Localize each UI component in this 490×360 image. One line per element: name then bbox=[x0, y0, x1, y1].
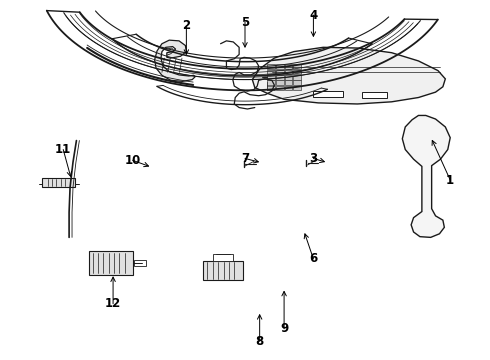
Polygon shape bbox=[155, 40, 195, 81]
Bar bbox=[294, 86, 301, 90]
Bar bbox=[134, 260, 146, 266]
Bar bbox=[276, 80, 284, 85]
Text: 7: 7 bbox=[241, 152, 249, 165]
Text: 11: 11 bbox=[55, 143, 72, 156]
Text: 3: 3 bbox=[309, 152, 318, 165]
Bar bbox=[213, 254, 233, 261]
Bar bbox=[285, 80, 293, 85]
Text: 9: 9 bbox=[280, 322, 288, 335]
Text: 1: 1 bbox=[446, 174, 454, 186]
Bar bbox=[267, 86, 275, 90]
Bar bbox=[294, 75, 301, 80]
Text: 2: 2 bbox=[182, 19, 191, 32]
Polygon shape bbox=[314, 91, 343, 97]
Text: 6: 6 bbox=[309, 252, 318, 265]
Bar bbox=[89, 251, 133, 275]
Bar bbox=[267, 75, 275, 80]
Polygon shape bbox=[267, 82, 274, 90]
Bar bbox=[285, 75, 293, 80]
Bar bbox=[294, 80, 301, 85]
Polygon shape bbox=[362, 92, 387, 98]
Bar bbox=[276, 64, 284, 69]
Bar bbox=[276, 69, 284, 74]
Bar bbox=[267, 69, 275, 74]
Text: 8: 8 bbox=[255, 335, 264, 348]
Bar bbox=[285, 64, 293, 69]
Bar bbox=[294, 64, 301, 69]
Polygon shape bbox=[252, 47, 445, 104]
Text: 12: 12 bbox=[105, 297, 121, 310]
Text: 10: 10 bbox=[124, 154, 141, 167]
Bar bbox=[203, 261, 243, 280]
Bar bbox=[285, 86, 293, 90]
Bar bbox=[276, 86, 284, 90]
Polygon shape bbox=[402, 116, 450, 237]
Bar bbox=[267, 64, 275, 69]
Bar bbox=[267, 80, 275, 85]
Bar bbox=[42, 178, 75, 187]
Text: 4: 4 bbox=[309, 9, 318, 22]
Bar bbox=[285, 69, 293, 74]
Bar bbox=[294, 69, 301, 74]
Text: 5: 5 bbox=[241, 16, 249, 29]
Bar bbox=[276, 75, 284, 80]
